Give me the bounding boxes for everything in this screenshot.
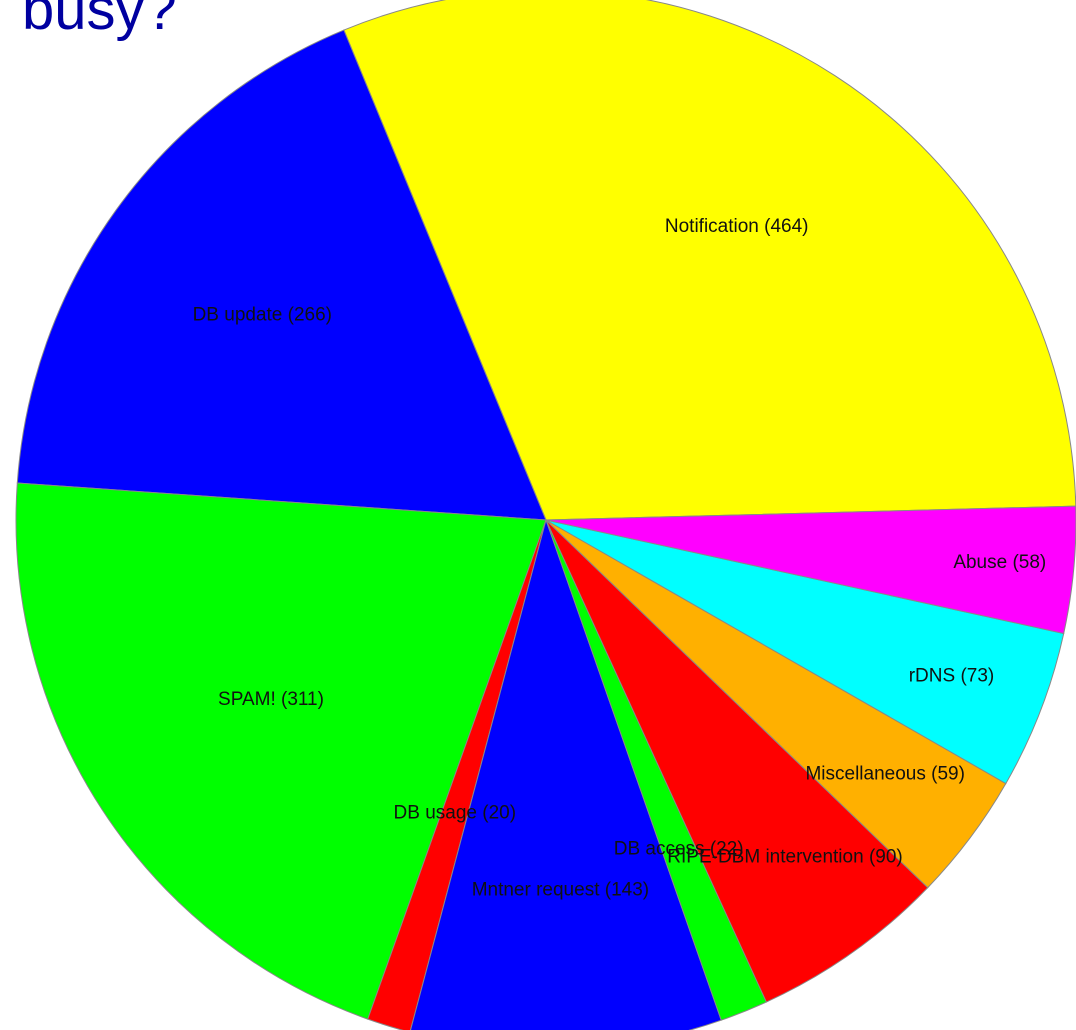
pie-slice-notification bbox=[343, 0, 1076, 521]
pie-label-db-usage: DB usage (20) bbox=[394, 803, 517, 824]
slide-title: busy? bbox=[22, 0, 177, 42]
pie-slice-spam bbox=[15, 482, 547, 1020]
pie-slices bbox=[15, 0, 1076, 1030]
pie-labels: Notification (464) DB update (266) SPAM! (… bbox=[193, 216, 1047, 901]
pie-slice-ripe-dbm-intervention bbox=[545, 519, 929, 1003]
pie-label-db-access: DB access (22) bbox=[614, 838, 744, 859]
pie-label-db-update: DB update (266) bbox=[193, 304, 332, 325]
pie-slice-db-usage bbox=[367, 519, 547, 1030]
pie-label-spam: SPAM! (311) bbox=[218, 689, 324, 710]
pie-label-ripe-dbm-intervention: RIPE-DBM intervention (90) bbox=[667, 846, 902, 867]
pie-slice-db-update bbox=[16, 29, 547, 521]
pie-label-mntner-request: Mntner request (143) bbox=[472, 880, 649, 901]
pie-label-rdns: rDNS (73) bbox=[909, 665, 995, 686]
pie-slice-rdns bbox=[545, 519, 1065, 785]
pie-label-miscellaneous: Miscellaneous (59) bbox=[805, 763, 964, 784]
pie-label-notification: Notification (464) bbox=[665, 216, 809, 237]
pie-label-abuse: Abuse (58) bbox=[953, 552, 1046, 573]
pie-slice-mntner-request bbox=[410, 518, 722, 1030]
